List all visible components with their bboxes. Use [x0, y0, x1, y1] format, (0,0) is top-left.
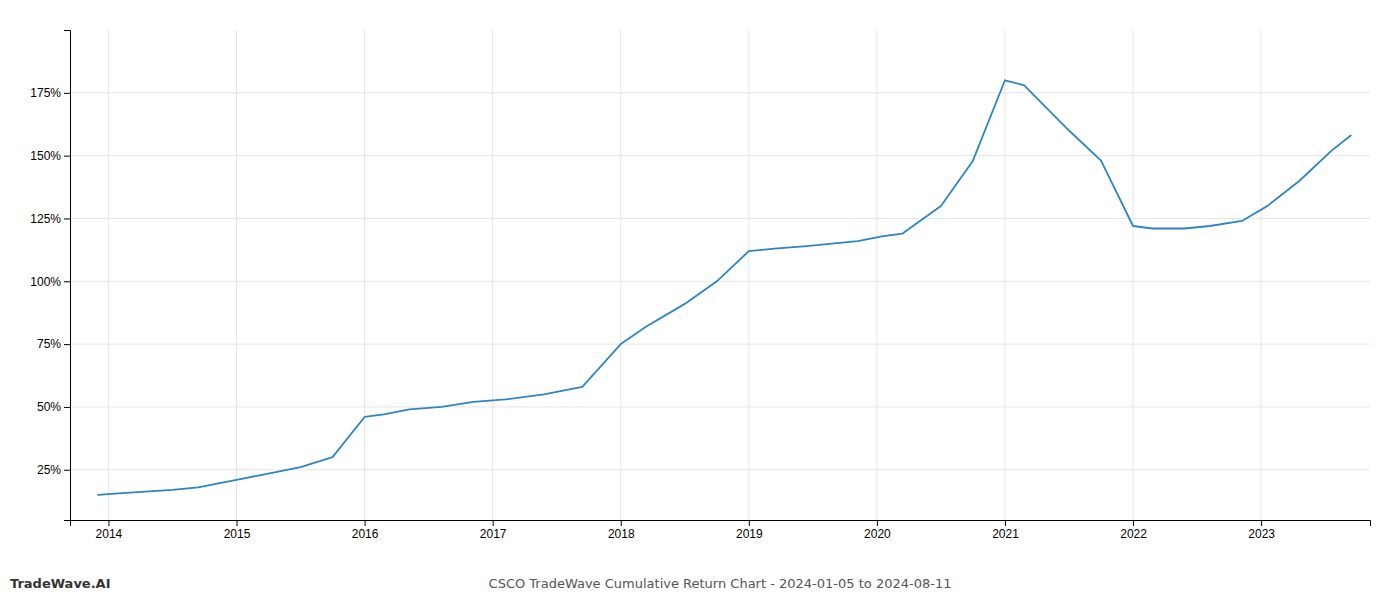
- grid-line-x: [108, 30, 109, 520]
- grid-line-x: [236, 30, 237, 520]
- x-tick-label: 2022: [1120, 527, 1147, 541]
- x-tick-mark: [621, 520, 622, 526]
- y-tick-label: 175%: [30, 86, 61, 100]
- grid-line-x: [1004, 30, 1005, 520]
- y-tick-mark: [64, 218, 70, 219]
- x-tick: 2016: [352, 520, 379, 541]
- x-tick-label: 2015: [224, 527, 251, 541]
- chart-svg: 2014 2015 2016 2017 2018 2019 2020 2021 2022 2023…: [0, 0, 1400, 600]
- x-tick-mark: [493, 520, 494, 526]
- y-tick-label: 50%: [37, 400, 61, 414]
- grid-line-x: [364, 30, 365, 520]
- y-tick: 75%: [37, 337, 70, 351]
- x-tick: 2015: [224, 520, 251, 541]
- grid-line-x: [620, 30, 621, 520]
- y-tick-mark: [64, 281, 70, 282]
- x-tick-label: 2019: [736, 527, 763, 541]
- x-tick-mark: [237, 520, 238, 526]
- y-tick-label: 25%: [37, 463, 61, 477]
- title: CSCO TradeWave Cumulative Return Chart -…: [489, 576, 952, 591]
- x-tick-mark: [1133, 520, 1134, 526]
- grid-line-y: [70, 155, 1370, 156]
- x-tick: 2017: [480, 520, 507, 541]
- grid-line-y: [70, 92, 1370, 93]
- x-tick-mark: [749, 520, 750, 526]
- x-tick-mark: [108, 520, 109, 526]
- y-tick-mark: [64, 344, 70, 345]
- x-tick-label: 2020: [864, 527, 891, 541]
- x-tick-label: 2014: [96, 527, 123, 541]
- y-tick-mark: [64, 470, 70, 471]
- x-tick: 2020: [864, 520, 891, 541]
- grid-line-y: [70, 406, 1370, 407]
- y-tick: 25%: [37, 463, 70, 477]
- x-tick-mark: [877, 520, 878, 526]
- x-tick: 2022: [1120, 520, 1147, 541]
- grid-line-x: [876, 30, 877, 520]
- grid: [70, 30, 1370, 520]
- x-tick: 2014: [96, 520, 123, 541]
- y-tick: 125%: [30, 212, 70, 226]
- x-tick: 2023: [1248, 520, 1275, 541]
- x-tick-mark: [1261, 520, 1262, 526]
- y-tick-label: 100%: [30, 275, 61, 289]
- x-tick: 2018: [608, 520, 635, 541]
- y-tick-label: 150%: [30, 149, 61, 163]
- y-axis-line: [64, 31, 71, 521]
- x-tick-label: 2023: [1248, 527, 1275, 541]
- y-axis: 25% 50% 75% 100% 125% 150% 175%: [30, 31, 70, 521]
- x-tick-mark: [1005, 520, 1006, 526]
- grid-line-y: [70, 281, 1370, 282]
- y-tick-mark: [64, 407, 70, 408]
- y-tick-mark: [64, 93, 70, 94]
- x-tick-mark: [365, 520, 366, 526]
- y-tick: 50%: [37, 400, 70, 414]
- y-tick: 100%: [30, 275, 70, 289]
- y-tick-mark: [64, 156, 70, 157]
- watermark: TradeWave.AI: [10, 576, 111, 591]
- grid-line-y: [70, 469, 1370, 470]
- x-tick-label: 2016: [352, 527, 379, 541]
- plot-area: 2014 2015 2016 2017 2018 2019 2020 2021 2022 2023…: [30, 30, 1370, 541]
- x-tick: 2019: [736, 520, 763, 541]
- y-tick-label: 125%: [30, 212, 61, 226]
- grid-line-x: [492, 30, 493, 520]
- y-tick-label: 75%: [37, 337, 61, 351]
- x-tick-label: 2021: [992, 527, 1019, 541]
- grid-line-y: [70, 344, 1370, 345]
- x-axis-line: [71, 521, 1371, 527]
- y-tick: 150%: [30, 149, 70, 163]
- grid-line-x: [748, 30, 749, 520]
- grid-line-x: [1261, 30, 1262, 520]
- grid-line-y: [70, 218, 1370, 219]
- line: [98, 80, 1351, 495]
- grid-line-x: [1133, 30, 1134, 520]
- marks: [98, 80, 1351, 495]
- x-tick-label: 2017: [480, 527, 507, 541]
- x-axis: 2014 2015 2016 2017 2018 2019 2020 2021 2022 2023: [71, 520, 1371, 541]
- y-tick: 175%: [30, 86, 70, 100]
- chart-container: 2014 2015 2016 2017 2018 2019 2020 2021 2022 2023…: [0, 0, 1400, 600]
- x-tick-label: 2018: [608, 527, 635, 541]
- x-tick: 2021: [992, 520, 1019, 541]
